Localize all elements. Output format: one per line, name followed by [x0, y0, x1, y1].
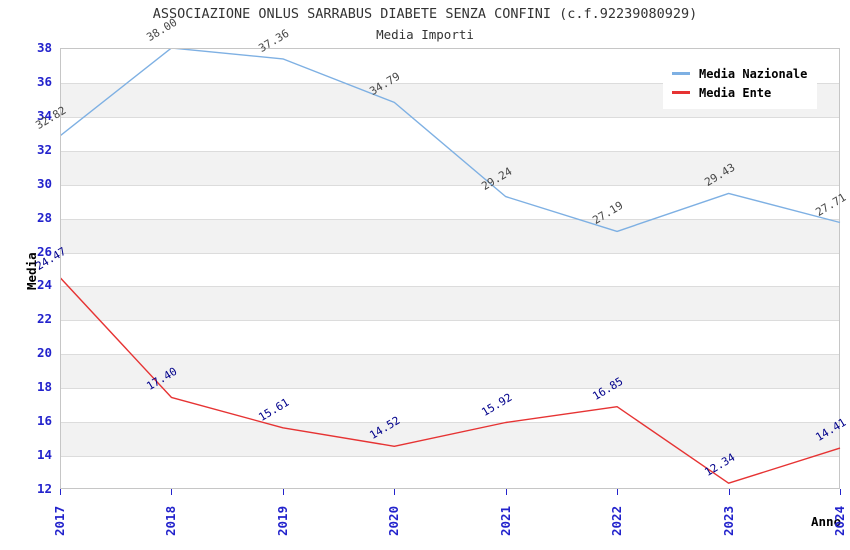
legend-line-swatch-blue — [672, 72, 690, 75]
legend-item-nazionale: Media Nazionale — [672, 64, 807, 83]
y-tick-label: 14 — [36, 447, 52, 463]
series-line-media-nazionale — [61, 49, 841, 233]
gridline — [61, 286, 839, 288]
x-axis-title: Anno — [811, 514, 842, 529]
gridline — [61, 82, 839, 84]
y-tick-label: 28 — [36, 209, 52, 225]
plot-band — [61, 354, 839, 389]
legend-label: Media Ente — [699, 85, 772, 100]
series-line-media-ente — [61, 277, 841, 484]
legend: Media Nazionale Media Ente — [663, 57, 818, 109]
gridline — [61, 354, 839, 356]
gridline — [61, 116, 839, 118]
legend-label: Media Nazionale — [699, 66, 808, 81]
x-tick-mark — [505, 489, 507, 495]
plot-band — [61, 422, 839, 457]
plot-band — [61, 286, 839, 321]
y-tick-label: 18 — [36, 379, 52, 395]
y-tick-label: 30 — [36, 175, 52, 191]
gridline — [61, 422, 839, 424]
x-tick-label: 2017 — [52, 505, 67, 536]
x-tick-label: 2023 — [720, 505, 736, 536]
y-tick-label: 26 — [36, 243, 52, 259]
x-tick-label: 2018 — [163, 505, 179, 536]
x-tick-label: 2024 — [832, 505, 847, 536]
y-tick-label: 32 — [36, 141, 52, 157]
x-tick-mark — [728, 489, 730, 495]
gridline — [61, 150, 839, 152]
x-tick-label: 2020 — [386, 505, 402, 536]
x-tick-mark — [617, 489, 619, 495]
plot-area — [60, 48, 841, 489]
gridline — [61, 184, 839, 186]
x-tick-label: 2021 — [497, 505, 513, 536]
x-tick-mark — [840, 489, 841, 495]
x-tick-mark — [60, 489, 61, 495]
chart-subtitle: Media Importi — [376, 27, 474, 42]
y-tick-label: 34 — [36, 107, 52, 123]
y-tick-label: 24 — [36, 277, 52, 293]
series-lines — [61, 49, 841, 484]
gridline — [61, 456, 839, 458]
x-tick-mark — [171, 489, 173, 495]
y-tick-label: 38 — [36, 40, 52, 55]
plot-band — [61, 218, 839, 253]
y-tick-label: 22 — [36, 311, 52, 327]
y-tick-label: 16 — [36, 413, 52, 429]
y-tick-label: 12 — [36, 481, 52, 496]
gridline — [61, 218, 839, 220]
gridline — [61, 252, 839, 254]
gridline — [61, 320, 839, 322]
chart-title: ASSOCIAZIONE ONLUS SARRABUS DIABETE SENZ… — [152, 6, 698, 22]
gridline — [61, 388, 839, 390]
plot-band — [61, 150, 839, 185]
x-tick-label: 2022 — [609, 505, 625, 536]
y-tick-label: 20 — [36, 345, 52, 361]
x-tick-label: 2019 — [274, 505, 290, 536]
legend-item-ente: Media Ente — [672, 83, 807, 102]
legend-line-swatch-red — [672, 91, 690, 94]
x-tick-mark — [282, 489, 284, 495]
x-tick-mark — [394, 489, 396, 495]
y-tick-label: 36 — [36, 73, 52, 89]
